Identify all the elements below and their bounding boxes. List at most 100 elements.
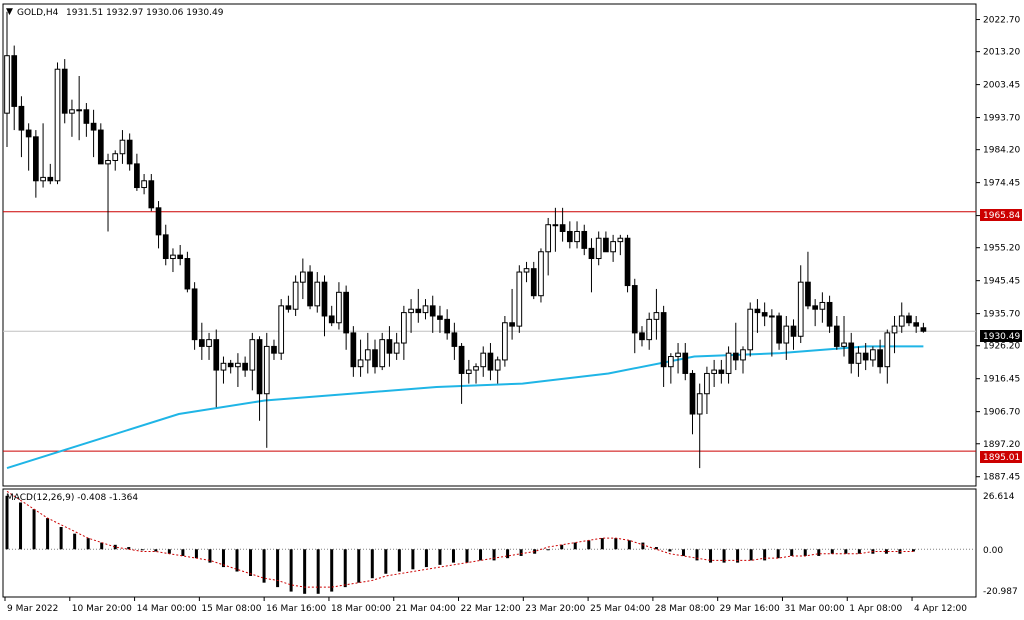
macd-bar bbox=[533, 549, 537, 554]
candle-body bbox=[112, 153, 119, 161]
candle-body bbox=[689, 372, 696, 415]
symbol-menu-icon[interactable]: ▼ bbox=[6, 7, 13, 17]
candle-body bbox=[148, 180, 155, 209]
candle-body bbox=[357, 359, 364, 368]
macd-bar bbox=[384, 549, 388, 574]
candle-body bbox=[263, 345, 270, 395]
candle bbox=[581, 224, 588, 256]
candle bbox=[675, 343, 681, 374]
candle-body bbox=[278, 305, 285, 354]
candle bbox=[227, 359, 234, 374]
time-tick-label: 28 Mar 08:00 bbox=[655, 604, 715, 614]
candle-body bbox=[740, 349, 746, 361]
candle bbox=[148, 174, 155, 212]
candle bbox=[631, 278, 638, 354]
macd-bar bbox=[857, 549, 861, 554]
candle bbox=[54, 62, 61, 185]
candle bbox=[235, 353, 241, 387]
candle-body bbox=[639, 332, 645, 341]
candle-body bbox=[711, 369, 717, 374]
macd-bar bbox=[600, 538, 604, 550]
candle bbox=[718, 359, 725, 384]
candle bbox=[761, 302, 768, 327]
candle-body bbox=[206, 339, 212, 347]
candle bbox=[480, 346, 487, 377]
candle-body bbox=[235, 362, 241, 368]
candle-body bbox=[754, 308, 761, 314]
candle bbox=[220, 356, 227, 384]
time-tick-label: 25 Mar 04:00 bbox=[590, 604, 650, 614]
candle-body bbox=[451, 332, 458, 347]
candle bbox=[870, 346, 876, 367]
macd-chart-frame bbox=[2, 488, 977, 598]
candle bbox=[408, 299, 414, 333]
price-tick-label: 1887.45 bbox=[983, 473, 1020, 483]
candle bbox=[336, 282, 342, 330]
macd-bar bbox=[127, 547, 131, 550]
macd-bar bbox=[587, 540, 591, 550]
macd-bar bbox=[86, 538, 90, 550]
candle-body bbox=[725, 352, 732, 374]
candle-body bbox=[162, 234, 169, 260]
candle bbox=[386, 326, 393, 367]
candle-body bbox=[631, 285, 638, 334]
candle-body bbox=[40, 176, 46, 182]
candle bbox=[639, 326, 645, 347]
candle bbox=[841, 315, 847, 357]
candle bbox=[357, 339, 364, 377]
time-tick-label: 10 Mar 20:00 bbox=[72, 604, 132, 614]
candle bbox=[913, 315, 920, 333]
macd-bar bbox=[573, 542, 577, 550]
candle bbox=[213, 329, 220, 408]
candle-body bbox=[119, 139, 126, 155]
candle-body bbox=[184, 258, 191, 290]
candle-body bbox=[545, 224, 552, 253]
macd-bar bbox=[695, 549, 699, 561]
candle bbox=[105, 153, 111, 232]
candle-body bbox=[783, 325, 790, 344]
candle-body bbox=[797, 281, 804, 337]
candle bbox=[465, 359, 472, 384]
candle-body bbox=[379, 339, 386, 368]
ohlc-readout: 1931.51 1932.97 1930.06 1930.49 bbox=[66, 8, 224, 18]
candle bbox=[473, 363, 479, 384]
macd-bar bbox=[100, 542, 104, 550]
candle-body bbox=[227, 362, 234, 368]
candle-body bbox=[271, 345, 277, 354]
candle-body bbox=[509, 322, 515, 327]
macd-bar bbox=[830, 549, 834, 554]
candle-body bbox=[660, 312, 667, 368]
candle bbox=[401, 305, 407, 360]
candle-body bbox=[364, 349, 371, 361]
time-tick-label: 29 Mar 16:00 bbox=[720, 604, 780, 614]
candle-body bbox=[826, 301, 833, 327]
candle bbox=[350, 326, 357, 377]
candle-body bbox=[213, 339, 220, 371]
candle-body bbox=[502, 322, 508, 361]
candle bbox=[624, 234, 631, 293]
candle-body bbox=[458, 345, 465, 374]
candle-body bbox=[170, 254, 176, 260]
candle bbox=[906, 312, 912, 327]
candle bbox=[292, 275, 299, 316]
macd-bar bbox=[289, 549, 293, 592]
moving-average-layer bbox=[6, 345, 924, 470]
candle bbox=[877, 339, 883, 374]
candle-body bbox=[920, 327, 927, 332]
candle bbox=[76, 75, 83, 141]
price-tick-label: 1926.20 bbox=[983, 342, 1020, 352]
candle bbox=[682, 343, 689, 381]
macd-bar bbox=[19, 502, 23, 550]
macd-bar bbox=[546, 549, 550, 551]
candle bbox=[372, 339, 378, 374]
candle-body bbox=[307, 271, 313, 307]
candle bbox=[141, 174, 147, 195]
candle bbox=[328, 305, 335, 327]
candle bbox=[97, 123, 104, 165]
candle bbox=[740, 346, 746, 374]
candle bbox=[83, 103, 90, 137]
candle bbox=[162, 224, 169, 266]
candle-body bbox=[18, 105, 25, 131]
candle bbox=[155, 201, 162, 249]
candle-body bbox=[33, 136, 39, 182]
